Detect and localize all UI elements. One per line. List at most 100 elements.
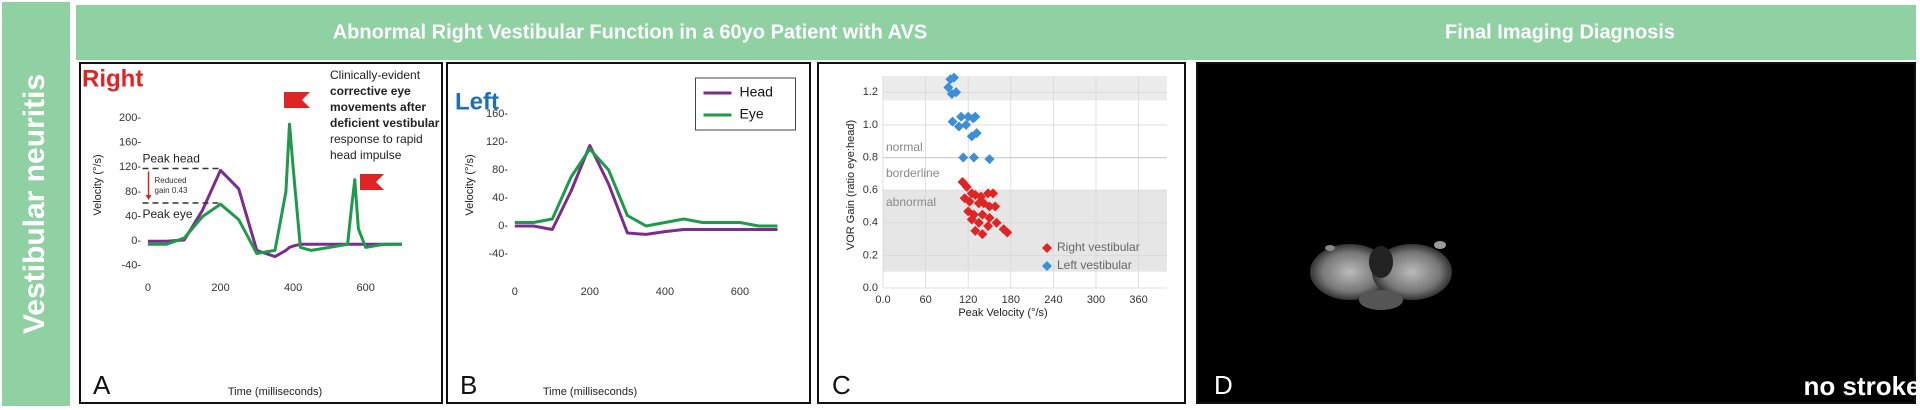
y-tick-label: -40-	[488, 248, 508, 260]
x-axis-title: Peak Velocity (°/s)	[958, 307, 1047, 319]
x-tick-label: 240	[1044, 294, 1062, 306]
y-tick-label: 160-	[119, 137, 141, 149]
scatter-point	[973, 217, 984, 228]
scatter-point	[983, 221, 994, 232]
panel-letter: A	[93, 370, 111, 400]
annotation: Clinically-evident	[330, 68, 421, 82]
panel-letter: C	[832, 370, 851, 400]
scatter-point	[1002, 227, 1013, 238]
y-tick-label: 0-	[131, 235, 141, 247]
scatter-point	[956, 111, 967, 122]
peak-label: Peak eye	[143, 207, 193, 221]
mri-image	[1310, 241, 1452, 310]
x-tick-label: 300	[1087, 294, 1105, 306]
y-tick-label: 1.0	[863, 119, 878, 131]
zone-label: borderline	[886, 166, 940, 180]
scatter-point	[958, 152, 969, 163]
gain-note: Reduced	[155, 176, 187, 185]
scatter-point	[970, 111, 981, 122]
zone-label: normal	[886, 140, 923, 154]
scatter-point	[977, 229, 988, 240]
series-line	[147, 122, 402, 255]
y-axis-title: Velocity (°/s)	[464, 154, 476, 215]
y-tick-label: 0-	[498, 220, 508, 232]
x-tick-label: 360	[1129, 294, 1147, 306]
banner-title: Abnormal Right Vestibular Function in a …	[333, 21, 928, 43]
scatter-point	[977, 209, 988, 220]
legend-swatch	[1042, 261, 1052, 271]
scatter-point	[966, 131, 977, 142]
legend-label: Right vestibular	[1057, 240, 1140, 254]
panel-letter: B	[460, 370, 477, 400]
series-line	[514, 144, 778, 236]
x-tick-label: 0	[145, 282, 151, 294]
zone-band	[883, 76, 1167, 101]
scatter-point	[961, 181, 972, 192]
peak-label: Peak head	[143, 152, 200, 166]
series-line	[514, 147, 778, 228]
x-tick-label: 600	[357, 282, 375, 294]
banner	[76, 5, 1916, 60]
panel-d	[1196, 62, 1916, 404]
sidebar-label: Vestibular neuritis	[18, 74, 51, 334]
y-tick-label: 0.8	[863, 151, 878, 163]
scatter-point	[991, 217, 1002, 228]
side-label: Right	[82, 65, 143, 92]
banner-right-title: Final Imaging Diagnosis	[1445, 21, 1675, 43]
legend-swatch	[1042, 243, 1052, 253]
scatter-point	[953, 121, 964, 132]
legend-label: Left vestibular	[1057, 258, 1132, 272]
x-axis-title: Time (milliseconds)	[228, 386, 322, 398]
scatter-point	[949, 72, 959, 83]
gain-arrowhead	[145, 195, 152, 200]
y-tick-label: 120-	[486, 136, 508, 148]
y-tick-label: 40-	[492, 192, 508, 204]
x-tick-label: 400	[656, 286, 674, 298]
scatter-point	[943, 82, 954, 93]
y-tick-label: 0.0	[863, 282, 878, 294]
flag-arrow	[284, 92, 310, 108]
y-tick-label: 80-	[125, 186, 141, 198]
scatter-point	[964, 196, 975, 207]
scatter-point	[984, 212, 995, 223]
flag-arrow	[360, 174, 384, 190]
zone-label: abnormal	[886, 195, 936, 209]
scatter-point	[968, 152, 979, 163]
zone-band	[883, 190, 1167, 272]
x-tick-label: 0	[512, 286, 518, 298]
legend-label: Eye	[740, 106, 764, 122]
x-tick-label: 0.0	[875, 294, 890, 306]
x-tick-label: 120	[959, 294, 977, 306]
side-label: Left	[455, 88, 499, 115]
y-tick-label: 80-	[492, 164, 508, 176]
scatter-point	[988, 188, 999, 199]
annotation: corrective eye	[330, 84, 411, 98]
y-tick-label: 120-	[119, 161, 141, 173]
panel-letter: D	[1214, 370, 1233, 400]
scatter-point	[990, 201, 1001, 212]
scatter-point	[966, 214, 977, 225]
y-axis-title: Velocity (°/s)	[92, 154, 104, 215]
legend-box	[695, 77, 796, 131]
y-tick-label: 160-	[486, 108, 508, 120]
x-tick-label: 400	[284, 282, 302, 294]
scatter-point	[984, 201, 995, 212]
x-axis-title: Time (milliseconds)	[543, 386, 637, 398]
x-tick-label: 200	[211, 282, 229, 294]
image-caption: no stroke	[1803, 371, 1920, 401]
x-tick-label: 200	[581, 286, 599, 298]
scatter-point	[951, 87, 962, 98]
y-tick-label: -40-	[121, 260, 141, 272]
x-tick-label: 180	[1002, 294, 1020, 306]
y-tick-label: 0.4	[863, 217, 878, 229]
y-tick-label: 200-	[119, 112, 141, 124]
annotation: deficient vestibular	[330, 116, 440, 130]
x-tick-label: 600	[731, 286, 749, 298]
panel-a	[79, 62, 443, 404]
sidebar	[2, 2, 70, 406]
scatter-point	[947, 116, 958, 127]
series-line	[147, 168, 402, 259]
legend-label: Head	[740, 84, 773, 100]
annotation: response to rapid	[330, 132, 423, 146]
